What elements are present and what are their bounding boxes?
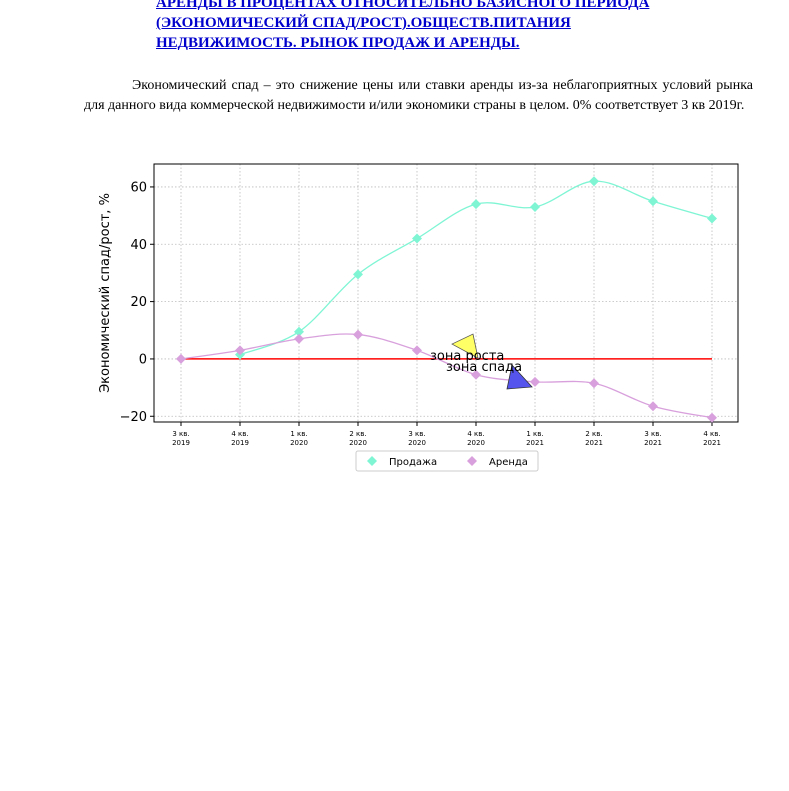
y-tick-label: 60 bbox=[130, 180, 147, 195]
rent-point bbox=[471, 369, 481, 380]
y-tick-label: −20 bbox=[120, 410, 147, 425]
x-tick-label: 1 кв. 2020 bbox=[290, 430, 308, 447]
x-tick-label: 4 кв. 2021 bbox=[703, 430, 721, 447]
y-axis-label: Экономический спад/рост, % bbox=[98, 193, 113, 393]
y-tick-label: 0 bbox=[139, 352, 147, 367]
x-tick-label: 1 кв. 2021 bbox=[526, 430, 544, 447]
x-tick-label: 2 кв. 2020 bbox=[349, 430, 367, 447]
rent-point bbox=[176, 353, 186, 364]
x-tick-label: 3 кв. 2021 bbox=[644, 430, 662, 447]
title-line-3: НЕДВИЖИМОСТЬ. РЫНОК ПРОДАЖ И АРЕНДЫ. bbox=[156, 35, 520, 51]
document-title: АРЕНДЫ В ПРОЦЕНТАХ ОТНОСИТЕЛЬНО БАЗИСНОГ… bbox=[156, 0, 716, 53]
x-tick-label: 4 кв. 2020 bbox=[467, 430, 485, 447]
chart-svg: −20 0 20 40 60 3 кв. 2019 4 кв. 2019 1 кв. 2020 2 к… bbox=[98, 163, 739, 472]
rent-point bbox=[589, 378, 599, 389]
sales-point bbox=[589, 176, 599, 187]
rent-point bbox=[648, 401, 658, 412]
sales-point bbox=[412, 233, 422, 244]
title-line-1: АРЕНДЫ В ПРОЦЕНТАХ ОТНОСИТЕЛЬНО БАЗИСНОГ… bbox=[156, 0, 650, 11]
sales-legend-marker bbox=[367, 456, 377, 466]
y-tick-label: 20 bbox=[130, 295, 147, 310]
description-paragraph: Экономический спад – это снижение цены и… bbox=[84, 78, 753, 113]
y-tick-label: 40 bbox=[130, 238, 147, 253]
plot-frame bbox=[153, 163, 739, 423]
rent-legend-label: Аренда bbox=[489, 457, 528, 468]
sales-legend-label: Продажа bbox=[389, 457, 437, 468]
sales-point bbox=[707, 213, 717, 224]
sales-point bbox=[471, 199, 481, 210]
rent-point bbox=[294, 333, 304, 344]
decline-zone-label: зона спада bbox=[446, 360, 522, 375]
sales-point bbox=[353, 269, 363, 280]
x-tick-label: 3 кв. 2020 bbox=[408, 430, 426, 447]
rent-point bbox=[235, 345, 245, 356]
legend-box bbox=[355, 450, 539, 472]
rent-point bbox=[353, 329, 363, 340]
sales-point bbox=[648, 196, 658, 207]
growth-zone-marker bbox=[451, 333, 479, 359]
title-line-2: (ЭКОНОМИЧЕСКИЙ СПАД/РОСТ).ОБЩЕСТВ.ПИТАНИ… bbox=[156, 15, 571, 31]
x-tick-label: 3 кв. 2019 bbox=[172, 430, 190, 447]
x-tick-label: 4 кв. 2019 bbox=[231, 430, 249, 447]
rent-point bbox=[707, 412, 717, 423]
decline-zone-marker bbox=[506, 364, 533, 390]
x-tick-label: 2 кв. 2021 bbox=[585, 430, 603, 447]
sales-point bbox=[530, 202, 540, 212]
rent-series-line bbox=[180, 333, 713, 419]
chart: −20 0 20 40 60 3 кв. 2019 4 кв. 2019 1 кв. 2020 2 к… bbox=[90, 150, 750, 480]
rent-point bbox=[412, 345, 422, 356]
rent-point bbox=[530, 376, 540, 387]
growth-zone-label: зона роста bbox=[430, 349, 504, 364]
rent-legend-marker bbox=[467, 456, 477, 466]
sales-point bbox=[294, 326, 304, 337]
